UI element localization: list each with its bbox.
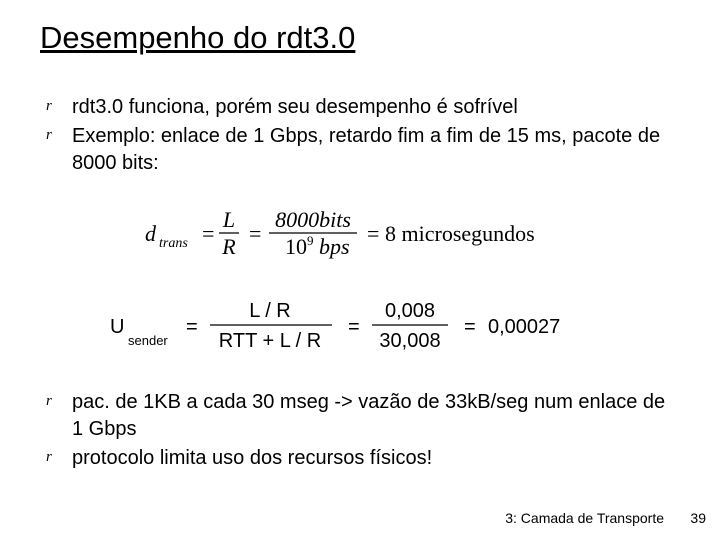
svg-text:=: = — [464, 316, 476, 338]
bullet-text: Exemplo: enlace de 1 Gbps, retardo fim a… — [72, 123, 680, 177]
eq1-lhs-var: d — [145, 221, 157, 246]
eq1-frac-den-base: 10 — [285, 234, 307, 259]
equation-usender: U sender = L / R RTT + L / R = 0,008 30,… — [40, 295, 680, 359]
bullets-top: r rdt3.0 funciona, porém seu desempenho … — [46, 94, 680, 177]
eq2-frac2-num: 0,008 — [385, 300, 435, 322]
eq1-frac-num: 8000bits — [275, 207, 351, 232]
list-item: r Exemplo: enlace de 1 Gbps, retardo fim… — [46, 123, 680, 177]
svg-text:=: = — [348, 316, 360, 338]
page-number: 39 — [686, 510, 712, 526]
list-item: r pac. de 1KB a cada 30 mseg -> vazão de… — [46, 389, 680, 443]
eq1-mid-den: R — [221, 234, 236, 259]
eq1-frac-den-unit: bps — [319, 234, 350, 259]
bullet-text: protocolo limita uso dos recursos físico… — [72, 445, 432, 472]
eq2-lhs-var: U — [110, 316, 124, 338]
list-item: r rdt3.0 funciona, porém seu desempenho … — [46, 94, 680, 121]
eq1-rhs: 8 microsegundos — [385, 221, 535, 246]
footer-text: 3: Camada de Transporte — [505, 510, 664, 526]
svg-text:=: = — [186, 316, 198, 338]
bullet-marker: r — [46, 445, 72, 469]
eq1-mid-num: L — [222, 207, 235, 232]
eq2-mid-den: RTT + L / R — [219, 330, 321, 352]
eq1-lhs-sub: trans — [159, 236, 188, 251]
bullet-marker: r — [46, 94, 72, 118]
equation-dtrans: d trans = L R = 8000bits 10 9 bps = 8 mi… — [40, 205, 680, 265]
eq2-rhs: 0,00027 — [488, 316, 560, 338]
bullets-bottom: r pac. de 1KB a cada 30 mseg -> vazão de… — [46, 389, 680, 472]
slide-title: Desempenho do rdt3.0 — [40, 20, 680, 56]
eq2-mid-num: L / R — [249, 300, 291, 322]
bullet-marker: r — [46, 123, 72, 147]
svg-text:=: = — [367, 221, 379, 246]
bullet-text: rdt3.0 funciona, porém seu desempenho é … — [72, 94, 518, 121]
svg-text:=: = — [202, 221, 214, 246]
eq2-frac2-den: 30,008 — [379, 330, 440, 352]
bullet-text: pac. de 1KB a cada 30 mseg -> vazão de 3… — [72, 389, 680, 443]
list-item: r protocolo limita uso dos recursos físi… — [46, 445, 680, 472]
eq1-frac-den-exp: 9 — [307, 233, 314, 248]
bullet-marker: r — [46, 389, 72, 413]
equations: d trans = L R = 8000bits 10 9 bps = 8 mi… — [40, 205, 680, 359]
footer: 3: Camada de Transporte 39 — [0, 500, 720, 540]
svg-text:=: = — [249, 221, 261, 246]
eq2-lhs-sub: sender — [128, 333, 168, 348]
